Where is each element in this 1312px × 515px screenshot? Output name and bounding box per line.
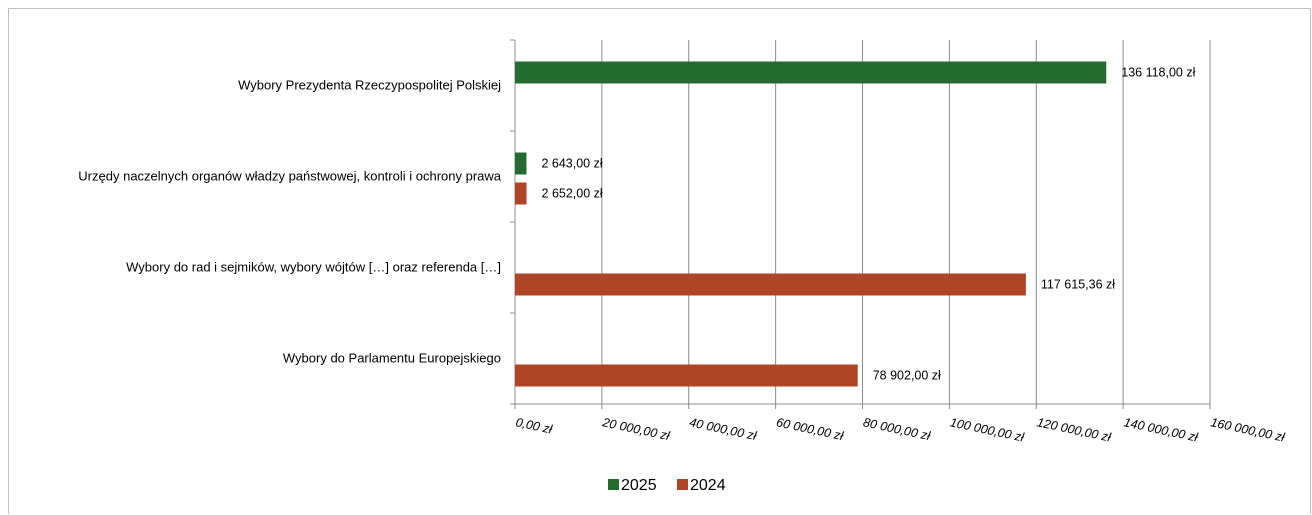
bar-2025 <box>515 152 527 175</box>
category-label: Wybory do rad i sejmików, wybory wójtów … <box>126 260 501 275</box>
category-label: Wybory do Parlamentu Europejskiego <box>283 351 501 366</box>
x-tick-label: 0,00 zł <box>514 415 554 437</box>
x-tick-label: 40 000,00 zł <box>688 415 759 443</box>
x-tick-label: 160 000,00 zł <box>1209 415 1287 445</box>
data-label: 78 902,00 zł <box>873 369 941 383</box>
x-tick-label: 100 000,00 zł <box>949 415 1027 445</box>
legend-swatch-2024 <box>677 479 688 490</box>
legend-label-2025: 2025 <box>621 477 657 494</box>
bar-2024 <box>515 182 527 205</box>
x-tick-label: 20 000,00 zł <box>600 415 672 443</box>
data-label: 117 615,36 zł <box>1041 278 1115 292</box>
x-tick-label: 140 000,00 zł <box>1123 415 1201 445</box>
labels: Wybory Prezydenta Rzeczypospolitej Polsk… <box>78 66 1195 383</box>
bars <box>515 61 1107 387</box>
data-label: 2 643,00 zł <box>541 157 602 171</box>
legend-swatch-2025 <box>608 479 619 490</box>
x-tick-label: 80 000,00 zł <box>862 415 933 443</box>
bar-2024 <box>515 364 858 387</box>
chart-frame <box>8 8 1311 514</box>
bar-2025 <box>515 61 1107 84</box>
x-tick-label: 120 000,00 zł <box>1036 415 1114 445</box>
legend: 2025 2024 <box>608 477 726 494</box>
data-label: 2 652,00 zł <box>542 187 603 201</box>
data-label: 136 118,00 zł <box>1121 66 1195 80</box>
x-tick-label: 60 000,00 zł <box>775 415 846 443</box>
grid-lines <box>601 40 1211 404</box>
category-label: Wybory Prezydenta Rzeczypospolitej Polsk… <box>238 78 501 93</box>
legend-label-2024: 2024 <box>690 477 726 494</box>
category-label: Urzędy naczelnych organów władzy państwo… <box>78 169 501 184</box>
bar-2024 <box>515 273 1026 296</box>
